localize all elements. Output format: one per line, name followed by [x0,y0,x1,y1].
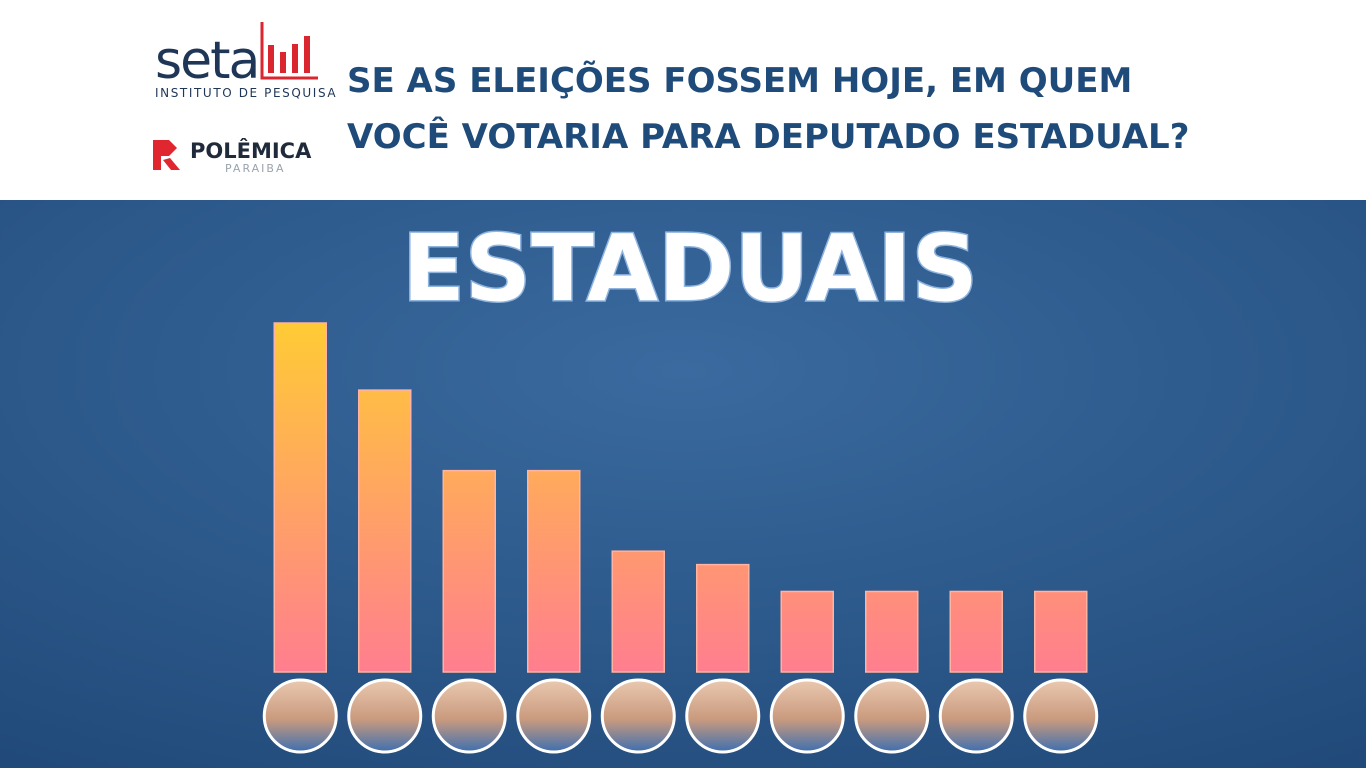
question-line: SE AS ELEIÇÕES FOSSEM HOJE, EM QUEM [347,60,1132,101]
candidate-photo [516,678,592,754]
brand: POLÊMICA [190,138,312,163]
candidate-photo [262,678,338,754]
logo-bar [292,44,298,73]
bar [527,469,581,673]
candidate-photo [347,678,423,754]
question-line: VOCÊ VOTARIA PARA DEPUTADO ESTADUAL? [347,116,1189,157]
candidate-photo [854,678,930,754]
bar [1034,590,1088,673]
logo-bar [280,52,286,73]
brand-icon [153,140,180,170]
logo-axis [260,22,318,80]
bar [780,590,834,673]
candidate-photo [1023,678,1099,754]
bar [865,590,919,673]
bar [696,563,750,673]
candidate-photo [938,678,1014,754]
bar [273,322,327,673]
candidate-photo [431,678,507,754]
logo: seta INSTITUTO DE PESQUISA POLÊMICA PARA… [153,22,337,175]
header-bg [0,0,1366,200]
logo-bar [304,36,310,73]
bar [442,469,496,673]
candidate-photo [600,678,676,754]
logo-text: seta [155,31,258,91]
bar [949,590,1003,673]
bar [611,550,665,673]
chart-bg [0,200,1366,768]
brand-subtitle: PARAIBA [225,162,286,175]
candidate-photo [685,678,761,754]
candidate-photo [769,678,845,754]
logo-subtitle: INSTITUTO DE PESQUISA [155,86,337,100]
logo-bar [268,45,274,73]
bar [358,389,412,673]
chart-title: ESTADUAIS [402,215,978,322]
